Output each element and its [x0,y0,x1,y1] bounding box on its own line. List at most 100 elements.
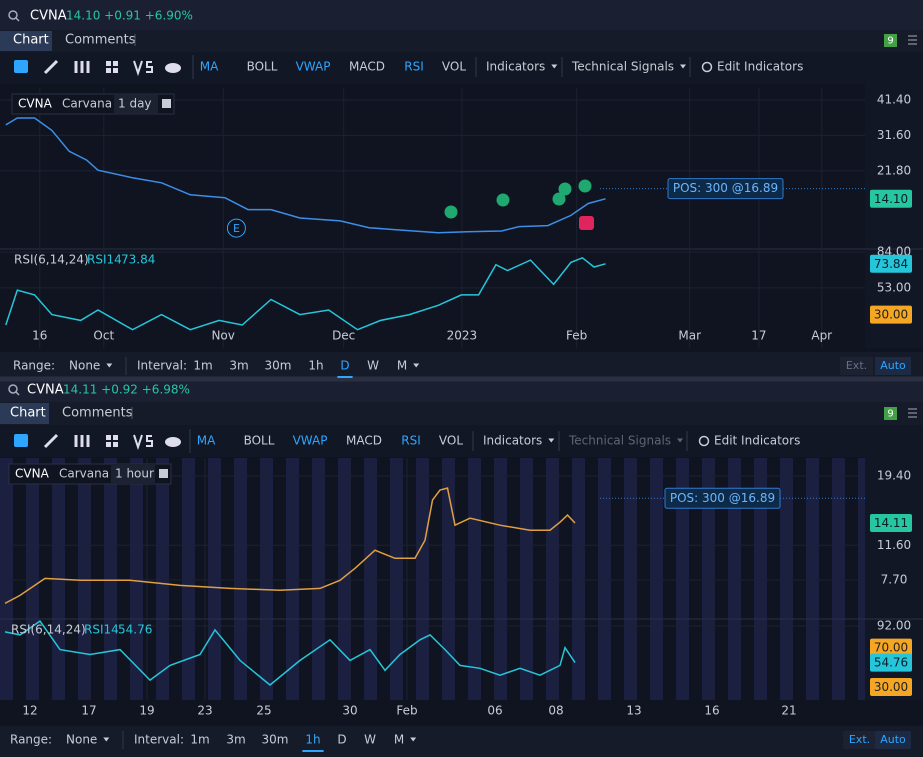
indicator-button[interactable]: RSI [401,434,421,448]
legend-name: Carvana [62,97,112,111]
range-label: Range: [10,733,52,747]
tool-candles[interactable] [74,61,90,73]
interval-button[interactable]: 30m [262,733,289,747]
dropdown-caret[interactable] [103,737,110,742]
interval-button[interactable]: D [340,359,349,373]
indicator-button[interactable]: BOLL [247,60,278,74]
range-value[interactable]: None [66,733,97,747]
ext-button-bg [840,357,873,375]
x-tick-label: 19 [139,704,154,718]
y-tick-label: 31.60 [877,128,911,142]
y-tick-label: 11.60 [877,538,911,552]
dropdown-caret[interactable] [677,438,684,443]
range-label: Range: [13,359,55,373]
indicator-button[interactable]: MA [200,60,219,74]
signal-square [579,216,594,230]
indicator-button[interactable]: VOL [439,434,463,448]
price-badge [870,305,912,324]
position-box [664,487,781,509]
interval-button[interactable]: M [394,733,404,747]
range-value[interactable]: None [69,359,100,373]
dropdown-caret[interactable] [106,363,113,368]
signals-menu[interactable]: Technical Signals [568,434,671,448]
active-tab [0,31,52,51]
y-tick-label: 19.40 [877,469,911,483]
x-tick-label: Feb [566,329,587,343]
interval-button[interactable]: 1h [308,359,323,373]
interval-button[interactable]: M [397,359,407,373]
x-tick-label: Nov [211,329,234,343]
dropdown-caret[interactable] [413,363,420,368]
price-badge [870,638,912,657]
interval-button[interactable]: 30m [265,359,292,373]
indicator-button[interactable]: MACD [349,60,385,74]
price-badge-label: 14.11 [874,516,908,530]
signals-menu[interactable]: Technical Signals [571,60,674,74]
indicator-button[interactable]: VWAP [296,60,331,74]
dropdown-caret[interactable] [548,438,555,443]
tab[interactable]: Chart [13,33,49,48]
interval-button[interactable]: 3m [226,733,245,747]
tool-chart[interactable] [14,60,28,73]
ext-button[interactable]: Ext. [846,359,867,372]
tab[interactable]: Comments [62,406,133,421]
edit-icon[interactable] [701,61,713,73]
tab[interactable]: Comments [65,33,136,48]
tool-cloud[interactable] [165,437,181,447]
signal-dot [578,179,592,193]
indicator-button[interactable]: RSI [404,60,424,74]
indicators-menu[interactable]: Indicators [483,434,542,448]
interval-button[interactable]: W [364,733,376,747]
bottom-bar [0,352,923,378]
interval-button[interactable]: D [337,733,346,747]
indicator-button[interactable]: MACD [346,434,382,448]
tab[interactable]: Chart [10,406,46,421]
interval-button[interactable]: 1h [305,733,320,747]
tool-cloud[interactable] [165,63,181,73]
interval-button[interactable]: 1m [190,733,209,747]
active-tab [0,403,49,424]
search-icon[interactable] [8,10,18,20]
signal-dot [552,192,566,206]
tool-grid[interactable] [106,435,118,447]
dropdown-caret[interactable] [410,737,417,742]
tool-pen[interactable] [43,433,59,449]
signal-dot [496,193,510,207]
tool-pen[interactable] [43,59,59,75]
edit-indicators[interactable]: Edit Indicators [717,60,803,74]
indicator-button[interactable]: MA [197,434,216,448]
dropdown-caret[interactable] [551,64,558,69]
indicators-menu[interactable]: Indicators [486,60,545,74]
ext-button[interactable]: Ext. [849,733,870,746]
interval-button[interactable]: 3m [229,359,248,373]
price-line [5,117,606,234]
tab-bar [0,30,923,52]
badge-bg [884,407,897,420]
tool-compare[interactable] [133,60,153,77]
x-tick-label: 16 [704,704,719,718]
dropdown-caret[interactable] [680,64,687,69]
tool-grid[interactable] [106,61,118,73]
x-tick-label: Dec [332,329,355,343]
indicator-button[interactable]: VOL [442,60,466,74]
auto-button[interactable]: Auto [880,733,906,746]
interval-button[interactable]: 1m [193,359,212,373]
tool-candles[interactable] [74,435,90,447]
symbol: CVNA [30,9,67,24]
tool-compare[interactable] [133,434,153,451]
search-icon-handle [15,17,20,22]
legend-menu[interactable] [159,469,168,478]
indicator-button[interactable]: VWAP [293,434,328,448]
tool-chart[interactable] [14,434,28,447]
indicator-button[interactable]: BOLL [244,434,275,448]
legend-menu[interactable] [162,99,171,108]
edit-indicators[interactable]: Edit Indicators [714,434,800,448]
search-icon[interactable] [8,384,18,394]
edit-icon[interactable] [698,435,710,447]
x-tick-label: 2023 [447,329,478,343]
interval-button[interactable]: W [367,359,379,373]
x-tick-label: 25 [256,704,271,718]
y-tick-label: 41.40 [877,92,911,106]
auto-button[interactable]: Auto [880,359,906,372]
